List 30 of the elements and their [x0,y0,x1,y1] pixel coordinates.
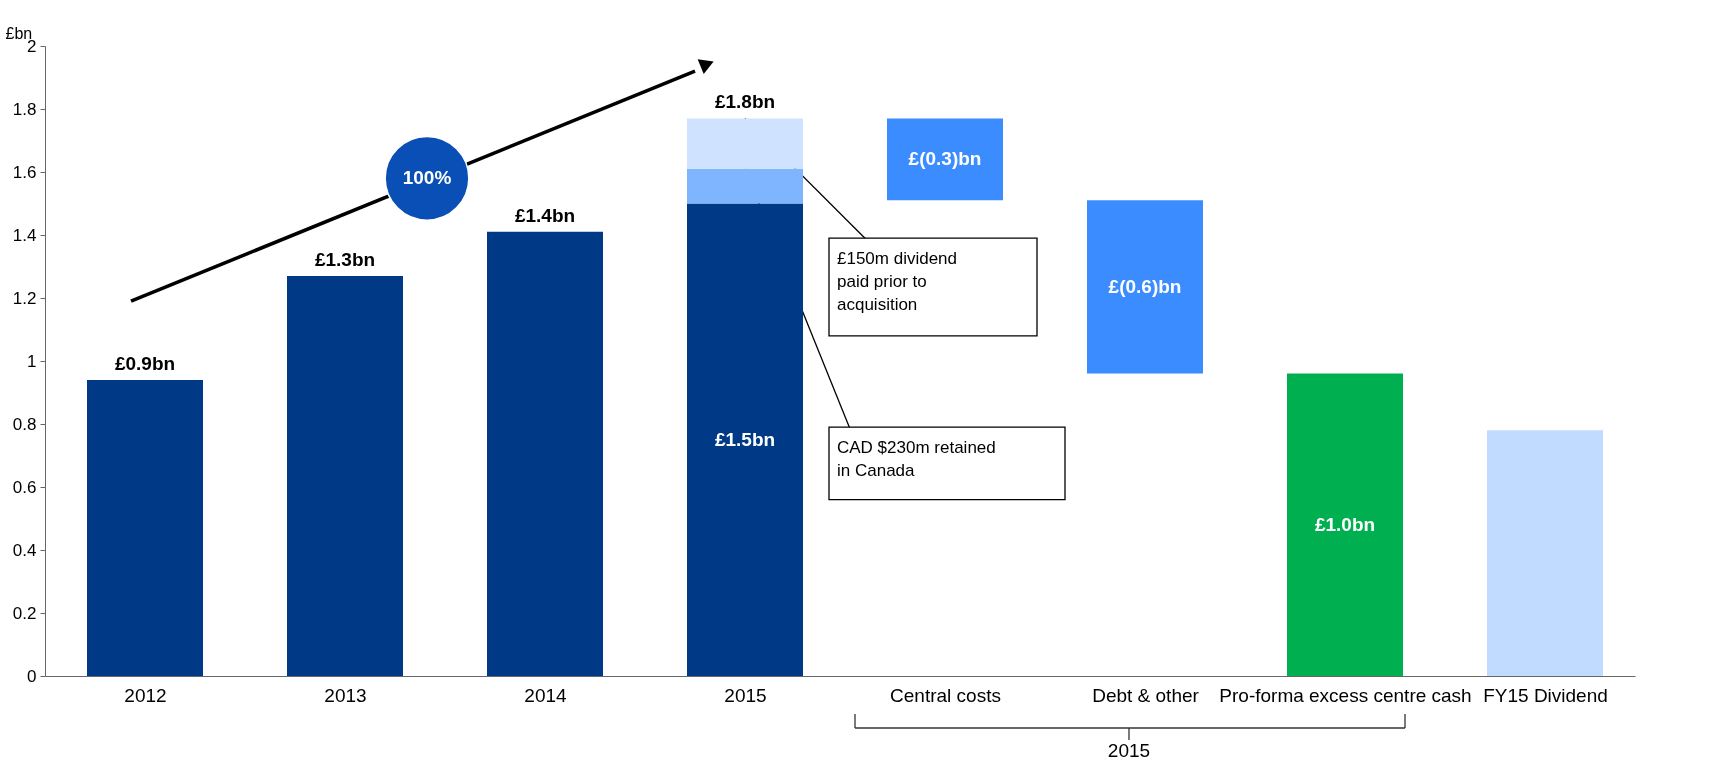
y-tick-label: 1.2 [12,288,37,308]
y-tick-label: 0.2 [12,603,37,623]
x-tick-label: Pro-forma excess centre cash [1219,684,1472,706]
y-tick-label: 0.4 [12,540,37,560]
y-tick-label: 1 [27,351,37,371]
annotation: CAD $230m retained in Canada [837,437,996,480]
data-label: £1.3bn [314,248,376,270]
x-tick-label: Debt & other [1092,684,1200,706]
annotation: £150m dividend paid prior to acquisition [837,248,958,314]
x-tick-label: 2012 [124,684,167,706]
annotation: 100% [402,167,452,189]
y-tick-label: 1.6 [12,162,37,182]
data-label: £0.9bn [114,352,176,374]
data-label: £(0.6)bn [1108,275,1182,297]
x-tick-label: FY15 Dividend [1483,684,1608,706]
x-tick-label: 2014 [524,684,568,706]
data-label: £1.0bn [1314,513,1376,535]
data-label: £1.4bn [514,204,576,226]
y-tick-label: 0.8 [12,414,37,434]
data-label: £1.5bn [714,428,776,450]
text: 2015 [1107,740,1151,761]
x-tick-label: 2013 [324,684,367,706]
x-tick-label: Central costs [890,684,1001,706]
data-label: £(0.3)bn [908,148,982,170]
x-tick-label: 2015 [724,684,767,706]
y-tick-label: 1.8 [12,99,37,119]
y-tick-label: 0 [27,666,37,686]
y-tick-label: 0.6 [12,477,37,497]
y-tick-label: 1.4 [12,225,37,245]
total-label: £1.8bn [714,91,776,113]
